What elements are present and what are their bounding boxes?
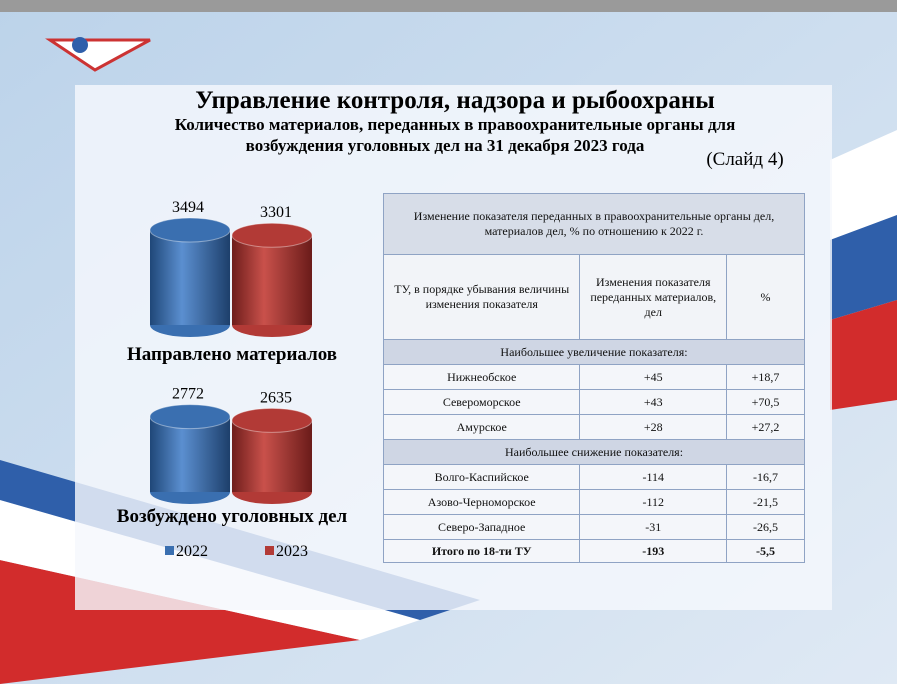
flag-blue [830,215,897,320]
table-row: Волго-Каспийское -114 -16,7 [382,464,805,490]
data-label: 2635 [260,389,292,406]
table-cell: ТУ, в порядке убывания величины изменени… [382,254,581,340]
slide-label: (Слайд 4) [706,149,783,170]
table-cell: -26,5 [726,514,805,540]
cylinder-body [232,235,312,325]
flag-red [830,300,897,410]
flag-white [830,130,897,240]
subtitle: возбуждения уголовных дел на 31 декабря … [246,136,645,155]
cylinder [149,404,231,504]
logo-emblem [72,37,88,53]
table-cell: -112 [579,489,728,515]
table-cell: +28 [579,414,728,440]
table-row: Амурское +28 +27,2 [382,414,805,440]
cylinder [231,222,313,337]
legend-label: 2022 [176,543,208,560]
table-row: Нижнеобское +45 +18,7 [382,364,805,390]
data-label: 3494 [172,199,204,216]
table-cell: % [726,254,805,340]
table-row: Наибольшее увеличение показателя: [383,339,805,365]
table-cell: +18,7 [726,364,805,390]
cylinder-top [231,222,313,248]
legend-label: 2023 [276,543,308,560]
cylinder [149,217,231,337]
table-cell: Изменения показателя переданных материал… [579,254,728,340]
table-row: Изменение показателя переданных в правоо… [383,193,805,255]
cylinder-top [231,407,313,433]
table-cell: -114 [579,464,728,490]
table-cell: -21,5 [726,489,805,515]
table-row: ТУ, в порядке убывания величины изменени… [382,254,805,340]
table-cell: Волго-Каспийское [382,464,581,490]
cylinder-top [149,217,231,243]
table-cell: -5,5 [726,539,805,563]
table-cell: +43 [579,389,728,415]
table-cell: Изменение показателя переданных в правоо… [383,193,805,255]
table-cell: Итого по 18-ти ТУ [382,539,581,563]
chart-title: Возбуждено уголовных дел [117,506,348,527]
table-row: Азово-Черноморское -112 -21,5 [382,489,805,515]
table-row: Северо-Западное -31 -26,5 [382,514,805,540]
table-cell: Нижнеобское [382,364,581,390]
table-cell: Наибольшее увеличение показателя: [383,339,805,365]
table-row: Итого по 18-ти ТУ -193 -5,5 [382,539,805,563]
table-row: Североморское +43 +70,5 [382,389,805,415]
table-cell: Амурское [382,414,581,440]
legend-swatch [165,546,174,555]
cylinder-body [150,230,230,325]
table-cell: +70,5 [726,389,805,415]
table-cell: -193 [579,539,728,563]
table-cell: Азово-Черноморское [382,489,581,515]
title: Управление контроля, надзора и рыбоохран… [195,87,715,114]
table-cell: +45 [579,364,728,390]
table-cell: +27,2 [726,414,805,440]
table: Изменение показателя переданных в правоо… [382,193,805,563]
table-cell: -16,7 [726,464,805,490]
top-bar [0,0,897,12]
cylinder-body [150,416,230,492]
table-cell: -31 [579,514,728,540]
chart-title: Направлено материалов [127,344,337,365]
data-label: 2772 [172,386,204,403]
cylinder [231,407,313,504]
table-cell: Наибольшее снижение показателя: [383,439,805,465]
legend-swatch [265,546,274,555]
table-cell: Северо-Западное [382,514,581,540]
table-cell: Североморское [382,389,581,415]
subtitle: Количество материалов, переданных в прав… [175,115,736,134]
data-label: 3301 [260,204,292,221]
cylinder-top [149,404,231,430]
table-row: Наибольшее снижение показателя: [383,439,805,465]
